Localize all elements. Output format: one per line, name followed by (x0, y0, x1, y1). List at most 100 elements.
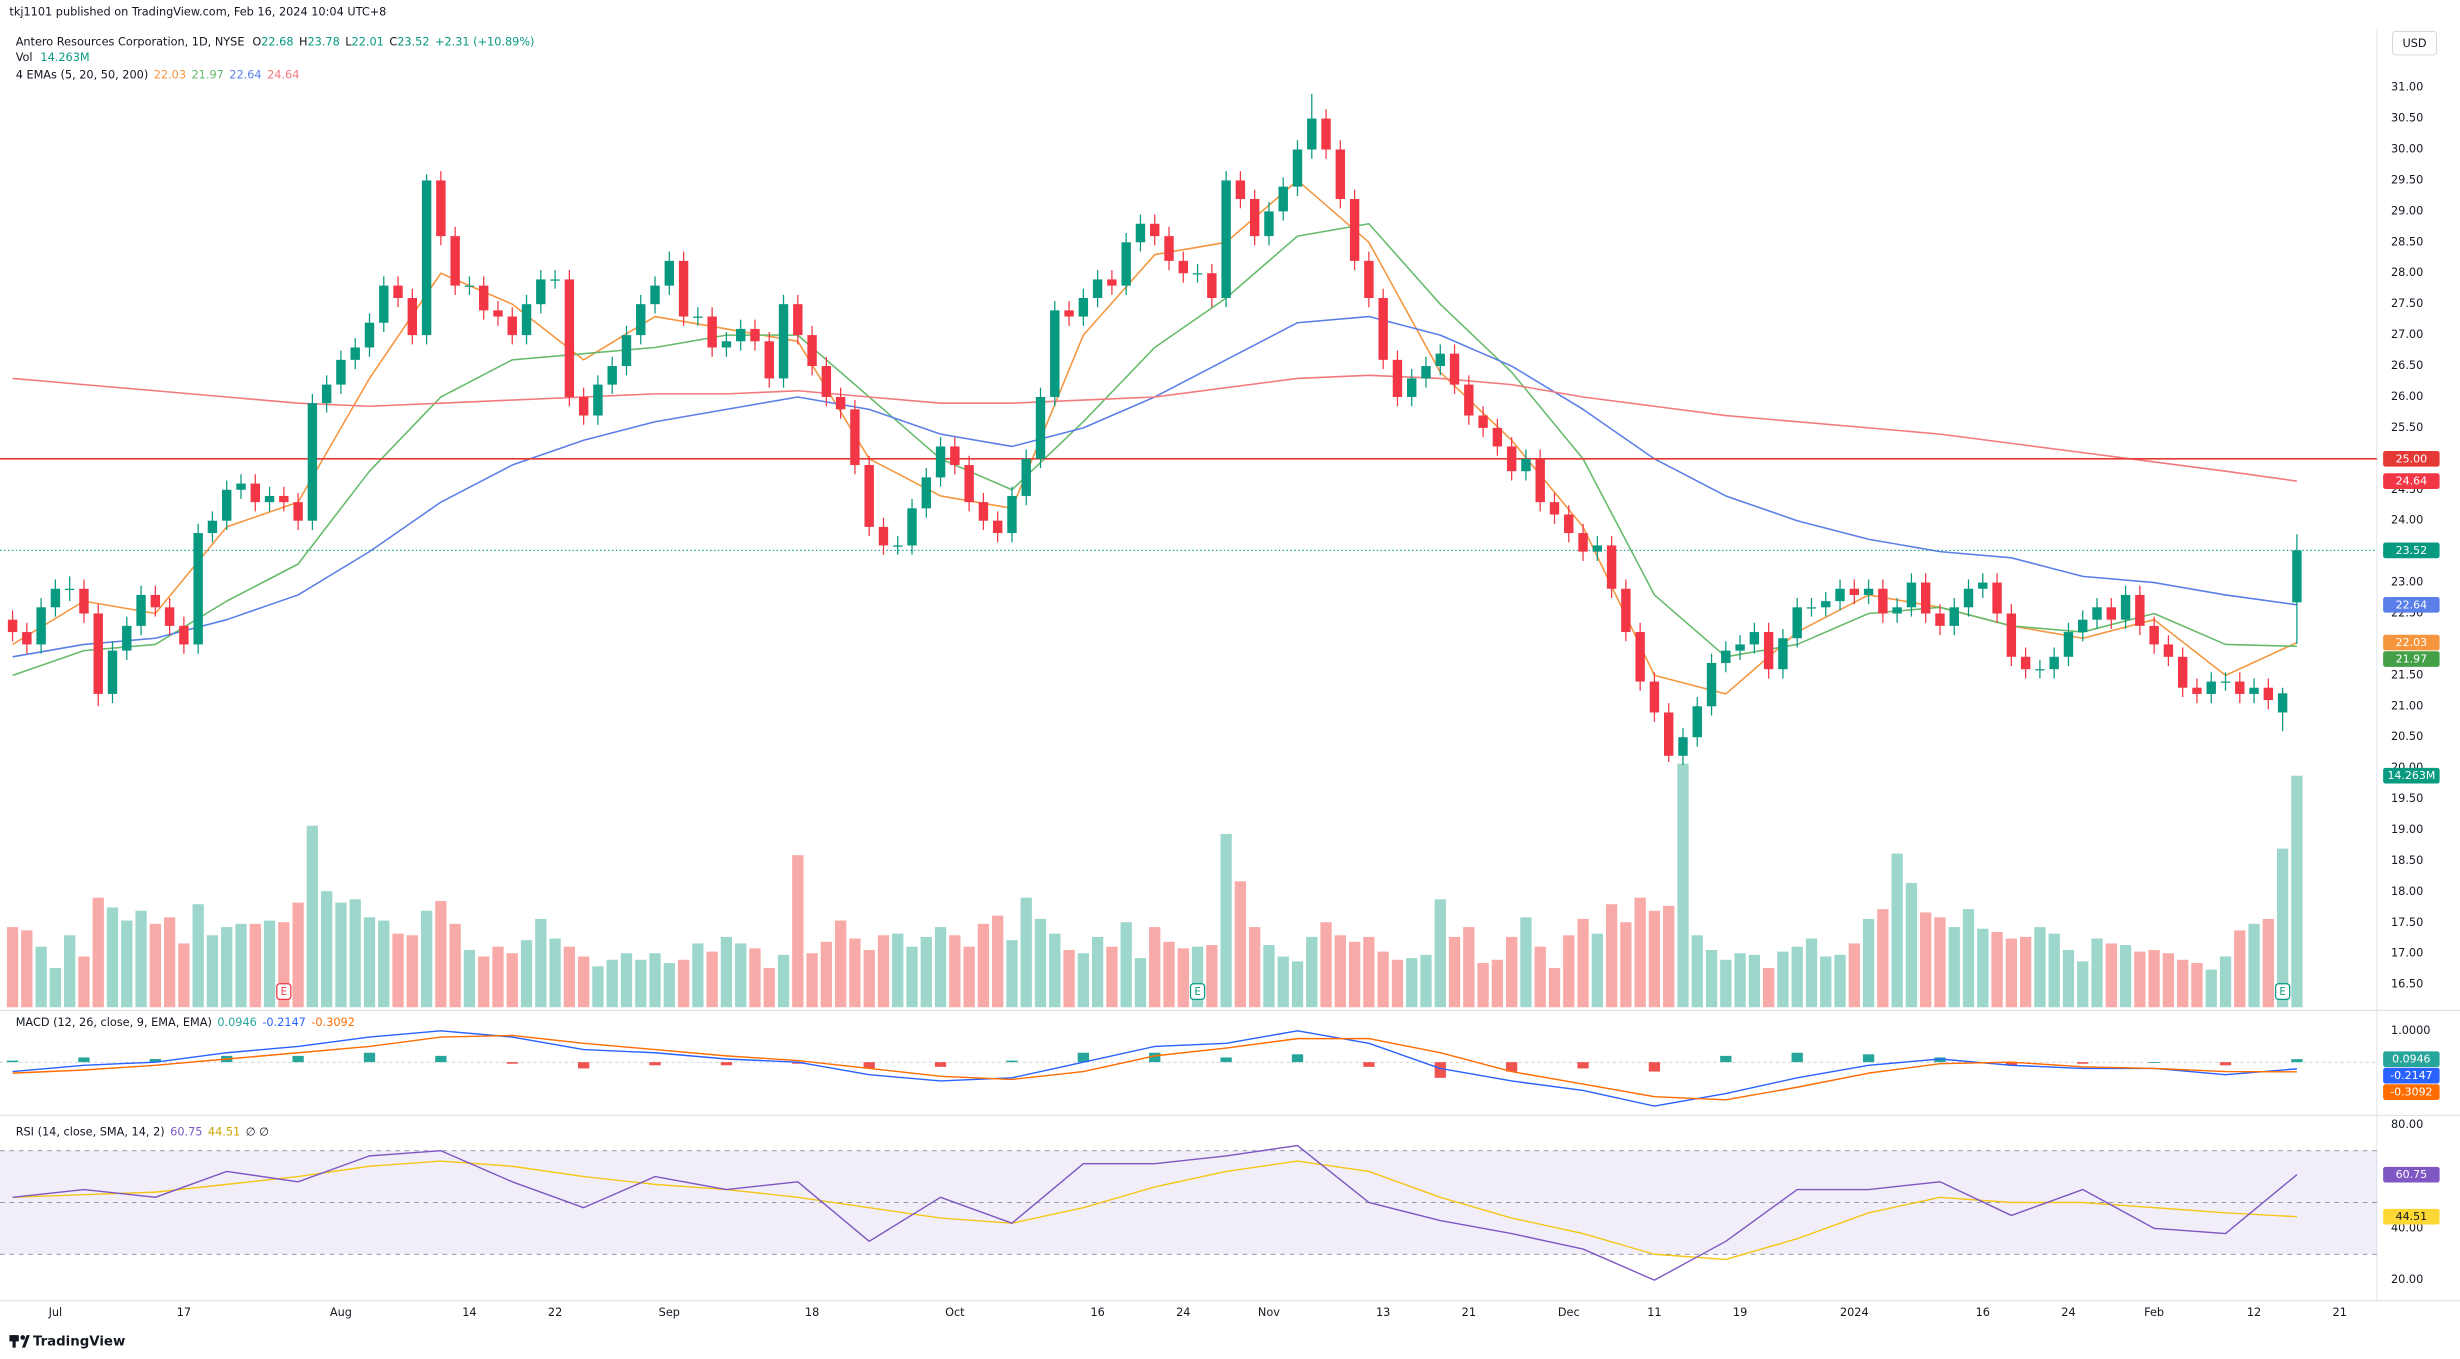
volume-bar (820, 941, 833, 1008)
volume-bar (1834, 954, 1846, 1008)
candle-body (1407, 378, 1417, 397)
histogram-bar (934, 1062, 947, 1067)
volume-bar (478, 956, 490, 1008)
ema-line (12, 179, 2298, 695)
volume-bar (1406, 958, 1418, 1008)
currency-box[interactable] (2392, 30, 2437, 56)
x-tick-label: Dec (1558, 1306, 1580, 1319)
volume-bar (1391, 959, 1404, 1008)
candle-body (1521, 458, 1531, 472)
y-tick-label: 26.50 (2391, 359, 2423, 372)
candle-body (1578, 533, 1588, 552)
histogram-bar (649, 1062, 661, 1066)
legend: MACD (12, 26, close, 9, EMA, EMA) 0.0946-… (16, 1016, 355, 1029)
volume-bar (1663, 905, 1675, 1008)
y-tick-label: 40.00 (2391, 1221, 2423, 1234)
candle-body (1978, 582, 1988, 589)
volume-bar (121, 920, 133, 1008)
volume-bar (178, 943, 190, 1008)
candle-body (664, 260, 675, 286)
candle-body (1506, 446, 1517, 472)
histogram-bar (1648, 1062, 1661, 1072)
volume-bar (1291, 961, 1304, 1008)
candle-body (1321, 118, 1331, 150)
candle-body (2049, 656, 2059, 670)
axis-tag (2383, 450, 2440, 467)
candle-body (864, 465, 874, 527)
legend-item: 0.0946 (217, 1016, 256, 1029)
candle-body (693, 316, 703, 318)
candle-body (1963, 588, 1974, 608)
candle-body (2092, 607, 2102, 620)
candle-body (1763, 632, 1774, 670)
candle-body (1221, 180, 1231, 298)
volume-bar (1648, 910, 1661, 1008)
y-tick-label: 23.00 (2391, 576, 2423, 589)
candle-body (379, 285, 389, 323)
legend-item: 21.97 (192, 68, 224, 81)
candle-body (2163, 644, 2174, 657)
candle-body (1878, 588, 1888, 614)
candle-body (279, 495, 289, 503)
candle-body (1635, 632, 1645, 682)
volume-bar (1206, 945, 1218, 1008)
candle-body (1478, 415, 1488, 428)
x-tick-label: Jul (48, 1306, 63, 1319)
candle-body (1549, 502, 1560, 515)
volume-bar (1605, 904, 1618, 1008)
volume-bar (6, 927, 19, 1008)
candle-body (835, 396, 846, 410)
x-tick-label: Nov (1258, 1306, 1280, 1319)
axis-tag (2383, 473, 2440, 489)
volume-bar (1962, 909, 1975, 1008)
volume-bar (21, 930, 33, 1008)
volume-bar (1020, 897, 1032, 1008)
event-badge (276, 983, 292, 1001)
publisher-note: tkj1101 published on TradingView.com, Fe… (9, 6, 386, 19)
volume-bar (2019, 936, 2032, 1008)
x-tick-label: 14 (462, 1306, 476, 1319)
x-tick-label: 24 (1176, 1306, 1190, 1319)
x-tick-label: 12 (2247, 1306, 2261, 1319)
y-tick-label: 17.50 (2391, 916, 2423, 929)
histogram-bar (1149, 1052, 1161, 1063)
candle-body (1806, 607, 1817, 609)
currency-label: USD (2402, 37, 2426, 50)
volume-bar (1563, 935, 1575, 1008)
candle-body (336, 359, 346, 385)
candle-body (750, 328, 760, 342)
candle-body (1564, 514, 1574, 534)
candle-body (764, 341, 774, 379)
volume-bar (692, 943, 704, 1008)
volume-bar (1577, 918, 1589, 1008)
candle-body (1449, 353, 1460, 385)
legend-item: 22.03 (154, 68, 186, 81)
volume-bar (235, 923, 247, 1008)
candle-body (807, 335, 817, 367)
candle-body (564, 279, 575, 397)
volume-bar (1149, 927, 1161, 1008)
candle-body (107, 650, 118, 694)
volume-bar (1805, 938, 1818, 1008)
candle-body (2206, 681, 2216, 694)
candle-body (393, 285, 403, 298)
axis-tag-label: 23.52 (2396, 544, 2427, 557)
volume-bar (806, 953, 818, 1008)
candle-body (1835, 588, 1845, 602)
volume-bar (563, 946, 576, 1008)
volume-bar (892, 933, 904, 1008)
volume-bar (1134, 958, 1147, 1008)
candle-body (821, 366, 832, 397)
legend-item: C (389, 35, 397, 48)
candle-body (1192, 273, 1203, 275)
volume-bar (1006, 940, 1018, 1008)
y-tick-label: 24.00 (2391, 514, 2423, 527)
volume-bar (763, 967, 775, 1008)
x-tick-label: 18 (805, 1306, 819, 1319)
volume-bar (1977, 928, 1989, 1008)
volume-bar (206, 935, 219, 1008)
candle-body (2063, 632, 2074, 657)
axis-tag-label: 21.97 (2396, 653, 2427, 666)
candle-body (350, 347, 360, 360)
candle-body (950, 446, 960, 466)
